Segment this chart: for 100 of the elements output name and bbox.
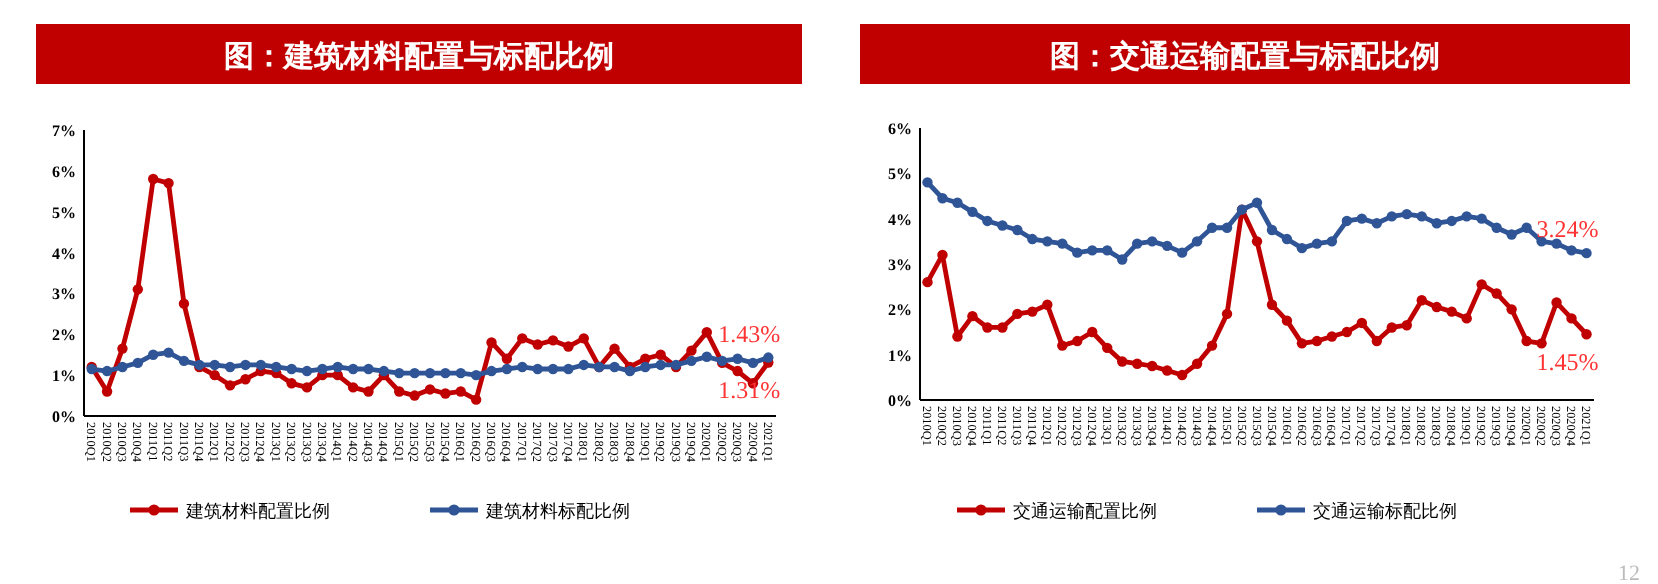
point	[578, 359, 589, 371]
y-tick-label: 1%	[888, 346, 912, 365]
point	[1146, 360, 1158, 372]
point	[347, 363, 359, 375]
point	[209, 359, 220, 371]
point	[240, 374, 251, 385]
point	[1206, 222, 1218, 233]
y-tick-label: 7%	[52, 122, 76, 140]
point	[701, 351, 712, 362]
point	[424, 367, 436, 379]
annotation: 3.24%	[1536, 215, 1599, 244]
point	[1146, 236, 1158, 247]
point	[1416, 295, 1427, 306]
point	[271, 361, 282, 373]
point	[209, 369, 220, 381]
chart-title: 图：建筑材料配置与标配比例	[224, 38, 614, 74]
y-tick-label: 2%	[888, 301, 912, 320]
point	[1281, 233, 1293, 245]
point	[1087, 326, 1098, 338]
point	[394, 367, 405, 379]
point	[470, 369, 482, 381]
point	[117, 343, 128, 354]
point	[1581, 329, 1592, 340]
point	[1161, 365, 1173, 376]
legend-label: 建筑材料配置比例	[184, 501, 330, 523]
point	[1431, 301, 1442, 313]
point	[163, 177, 174, 189]
annotation: 1.45%	[1536, 348, 1599, 377]
point	[394, 386, 405, 397]
point	[578, 333, 589, 344]
point	[224, 361, 236, 373]
y-tick-label: 6%	[888, 120, 912, 138]
point	[701, 327, 712, 338]
point	[409, 367, 420, 379]
point	[332, 361, 343, 373]
point	[1191, 358, 1203, 369]
point	[1027, 233, 1038, 245]
point	[1221, 222, 1233, 233]
point	[1072, 247, 1083, 258]
point	[1371, 218, 1383, 229]
point	[763, 352, 774, 363]
point	[1266, 224, 1278, 236]
point	[1491, 288, 1502, 299]
point	[517, 333, 528, 344]
point	[317, 363, 328, 375]
point	[952, 197, 963, 208]
y-tick-label: 2%	[52, 326, 76, 345]
point	[1371, 335, 1383, 347]
point	[1057, 238, 1068, 249]
point	[224, 380, 236, 391]
point	[532, 339, 543, 350]
point	[1476, 213, 1487, 224]
y-tick-label: 6%	[52, 162, 76, 181]
point	[301, 365, 313, 377]
point	[347, 382, 359, 393]
point	[240, 359, 251, 371]
y-tick-label: 5%	[888, 165, 912, 184]
point	[563, 363, 574, 375]
point	[1311, 335, 1323, 347]
point	[148, 173, 159, 185]
point	[1117, 254, 1128, 265]
point	[501, 363, 513, 375]
y-tick-label: 4%	[888, 210, 912, 229]
point	[132, 357, 144, 369]
point	[1326, 236, 1338, 247]
point	[1461, 313, 1472, 324]
point	[967, 206, 978, 218]
point	[1506, 304, 1517, 315]
point	[1461, 211, 1472, 222]
point	[952, 331, 963, 342]
point	[922, 276, 933, 288]
y-tick-label: 0%	[52, 408, 76, 426]
point	[655, 349, 666, 360]
point	[163, 347, 174, 358]
legend-label: 交通运输配置比例	[1013, 501, 1157, 523]
y-tick-label: 0%	[888, 392, 912, 410]
point	[1176, 247, 1188, 258]
point	[1311, 238, 1323, 249]
point	[1551, 297, 1562, 308]
annotation: 1.31%	[718, 376, 781, 405]
point	[1356, 317, 1368, 329]
point	[967, 310, 978, 322]
chart-title: 图：交通运输配置与标配比例	[1050, 38, 1440, 74]
point	[982, 215, 993, 227]
point	[455, 367, 466, 379]
point	[609, 361, 620, 373]
point	[455, 386, 466, 397]
y-tick-label: 5%	[52, 203, 76, 222]
point	[686, 345, 697, 356]
legend-label: 建筑材料标配比例	[484, 501, 630, 523]
point	[532, 363, 543, 375]
point	[1102, 342, 1113, 354]
y-tick-label: 1%	[52, 367, 76, 386]
point	[1296, 338, 1308, 349]
point	[1416, 211, 1427, 222]
point	[1431, 218, 1442, 229]
point	[732, 353, 743, 364]
point	[1176, 369, 1188, 381]
point	[1266, 299, 1278, 310]
point	[1551, 238, 1562, 249]
